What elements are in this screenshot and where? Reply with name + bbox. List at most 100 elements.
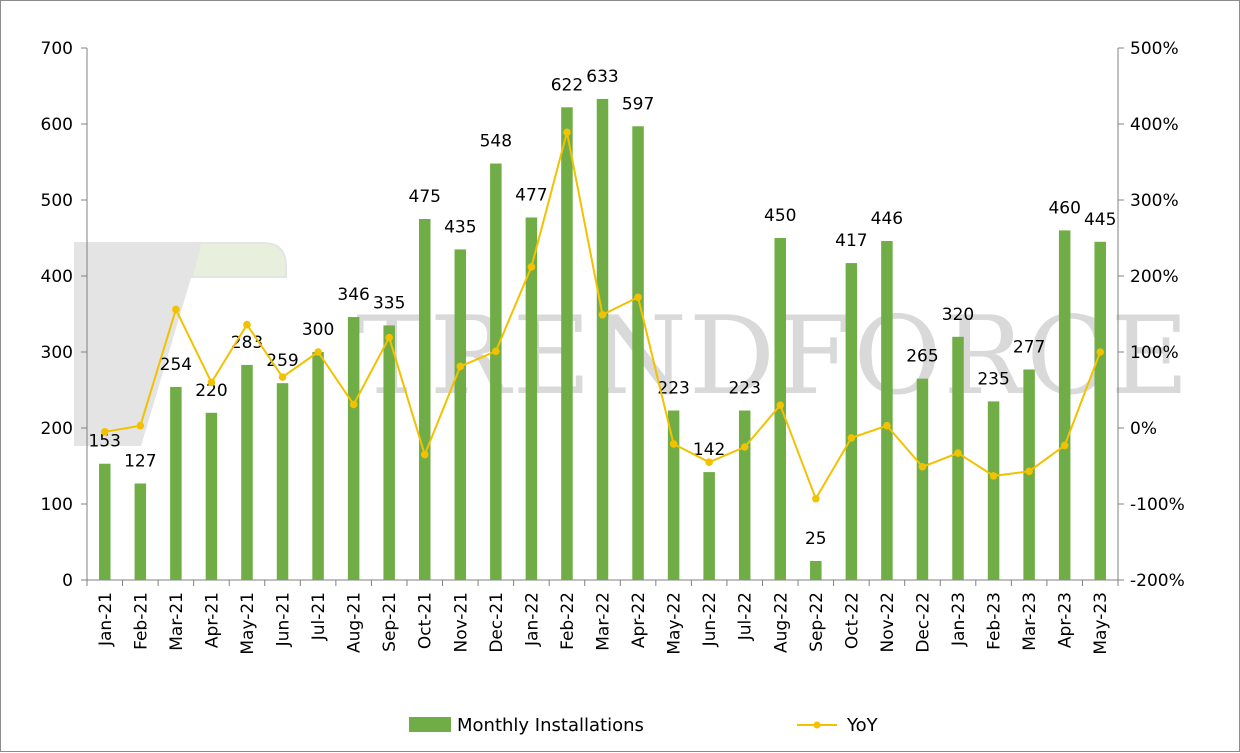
x-tick-label: Jan-22 (522, 592, 542, 647)
x-tick-label: May-21 (238, 592, 258, 655)
bar (170, 386, 182, 580)
x-tick-label: Sep-22 (807, 592, 827, 652)
legend-swatch-installations (409, 717, 451, 732)
yoy-point (883, 421, 891, 430)
yoy-point (776, 401, 785, 410)
bar-data-label: 475 (409, 187, 441, 207)
bar (596, 98, 609, 581)
yoy-point (598, 310, 607, 319)
y-right-tick-label: -100% (1130, 495, 1185, 515)
yoy-point (1060, 441, 1069, 450)
yoy-point (563, 128, 571, 137)
bar-data-label: 254 (160, 355, 192, 375)
bar-data-label: 597 (622, 94, 654, 114)
bar (987, 401, 1000, 580)
x-axis-labels: Jan-21 Feb-21 Mar-21 Apr-21 May-21 Jun-21 Jul-… (96, 592, 1111, 655)
bar (525, 217, 538, 581)
x-tick-label: Feb-21 (131, 592, 151, 650)
bar-data-label: 477 (515, 185, 547, 205)
y-right-tick-label: 400% (1130, 115, 1179, 135)
bar (561, 107, 573, 580)
yoy-point (349, 400, 358, 409)
x-tick-label: Nov-21 (451, 592, 471, 653)
y-left-tick-label: 700 (41, 39, 73, 59)
legend: Monthly Installations YoY (409, 715, 879, 736)
yoy-point (527, 263, 536, 271)
y-left-tick-label: 500 (41, 191, 73, 211)
bar (347, 317, 360, 580)
x-tick-label: Jun-21 (274, 592, 294, 647)
y-right-tick-label: 0% (1130, 419, 1157, 439)
y-left-tick-label: 0 (62, 571, 73, 591)
bar-data-label: 127 (124, 451, 156, 471)
bar-data-label: 346 (337, 285, 369, 305)
bar (490, 163, 502, 580)
yoy-point (172, 305, 180, 314)
y-right-tick-label: -200% (1130, 571, 1185, 591)
bar (881, 241, 893, 581)
x-tick-label: Aug-21 (345, 592, 365, 653)
yoy-point (278, 373, 287, 381)
yoy-point (1025, 467, 1033, 476)
bar-data-label: 300 (302, 320, 334, 340)
bar (241, 364, 253, 580)
bar-data-label: 142 (693, 440, 725, 460)
yoy-point (812, 494, 820, 503)
bar-data-label: 335 (373, 293, 405, 313)
bar-data-label: 235 (977, 369, 1009, 389)
yoy-point (705, 458, 713, 467)
y-right-tick-label: 500% (1130, 39, 1179, 59)
yoy-point (634, 293, 642, 302)
yoy-point (243, 320, 251, 329)
yoy-point (954, 449, 962, 457)
bar (1058, 230, 1071, 580)
x-tick-label: Jan-21 (96, 592, 116, 647)
bar (667, 410, 680, 580)
bar-data-label: 446 (871, 209, 903, 229)
x-tick-label: Mar-23 (1020, 592, 1040, 651)
legend-swatch-yoy-marker (813, 721, 821, 729)
bar-data-label: 223 (728, 379, 760, 399)
bar-data-label: 220 (195, 381, 227, 401)
watermark-logo-accent (193, 244, 285, 276)
y-right-tick-label: 100% (1130, 343, 1179, 363)
yoy-point (918, 462, 927, 471)
yoy-line-series (100, 128, 1105, 503)
bar (134, 483, 147, 580)
x-tick-label: May-22 (665, 592, 685, 655)
y-left-tick-label: 300 (41, 343, 73, 363)
bar (952, 336, 964, 580)
x-tick-label: Oct-21 (416, 592, 436, 649)
bar (312, 352, 324, 580)
x-tick-label: Dec-21 (487, 592, 507, 653)
x-tick-label: Jul-21 (309, 592, 329, 641)
bar-data-label: 548 (480, 132, 512, 152)
bar-series (99, 98, 1106, 581)
yoy-point (847, 434, 856, 442)
y-left-tick-label: 400 (41, 267, 73, 287)
bar (916, 378, 929, 580)
x-tick-label: Feb-22 (558, 592, 578, 650)
x-tick-label: Dec-22 (913, 592, 933, 653)
bar (845, 263, 858, 580)
yoy-point (492, 347, 500, 356)
x-tick-label: Sep-21 (380, 592, 400, 652)
yoy-point (385, 333, 393, 342)
y-left-tick-label: 100 (41, 495, 73, 515)
bar (418, 219, 431, 580)
bar-data-label: 153 (89, 432, 121, 452)
legend-label-yoy: YoY (846, 715, 879, 736)
bar-data-label: 320 (942, 305, 974, 325)
y-right-tick-label: 300% (1130, 191, 1179, 211)
x-tick-label: Feb-23 (985, 592, 1005, 650)
x-tick-label: Apr-22 (629, 592, 649, 648)
yoy-point (314, 348, 322, 356)
bar-data-label: 435 (444, 217, 476, 237)
yoy-point (1096, 348, 1105, 356)
bar (738, 410, 751, 580)
bar (383, 325, 395, 580)
yoy-point (100, 428, 109, 436)
